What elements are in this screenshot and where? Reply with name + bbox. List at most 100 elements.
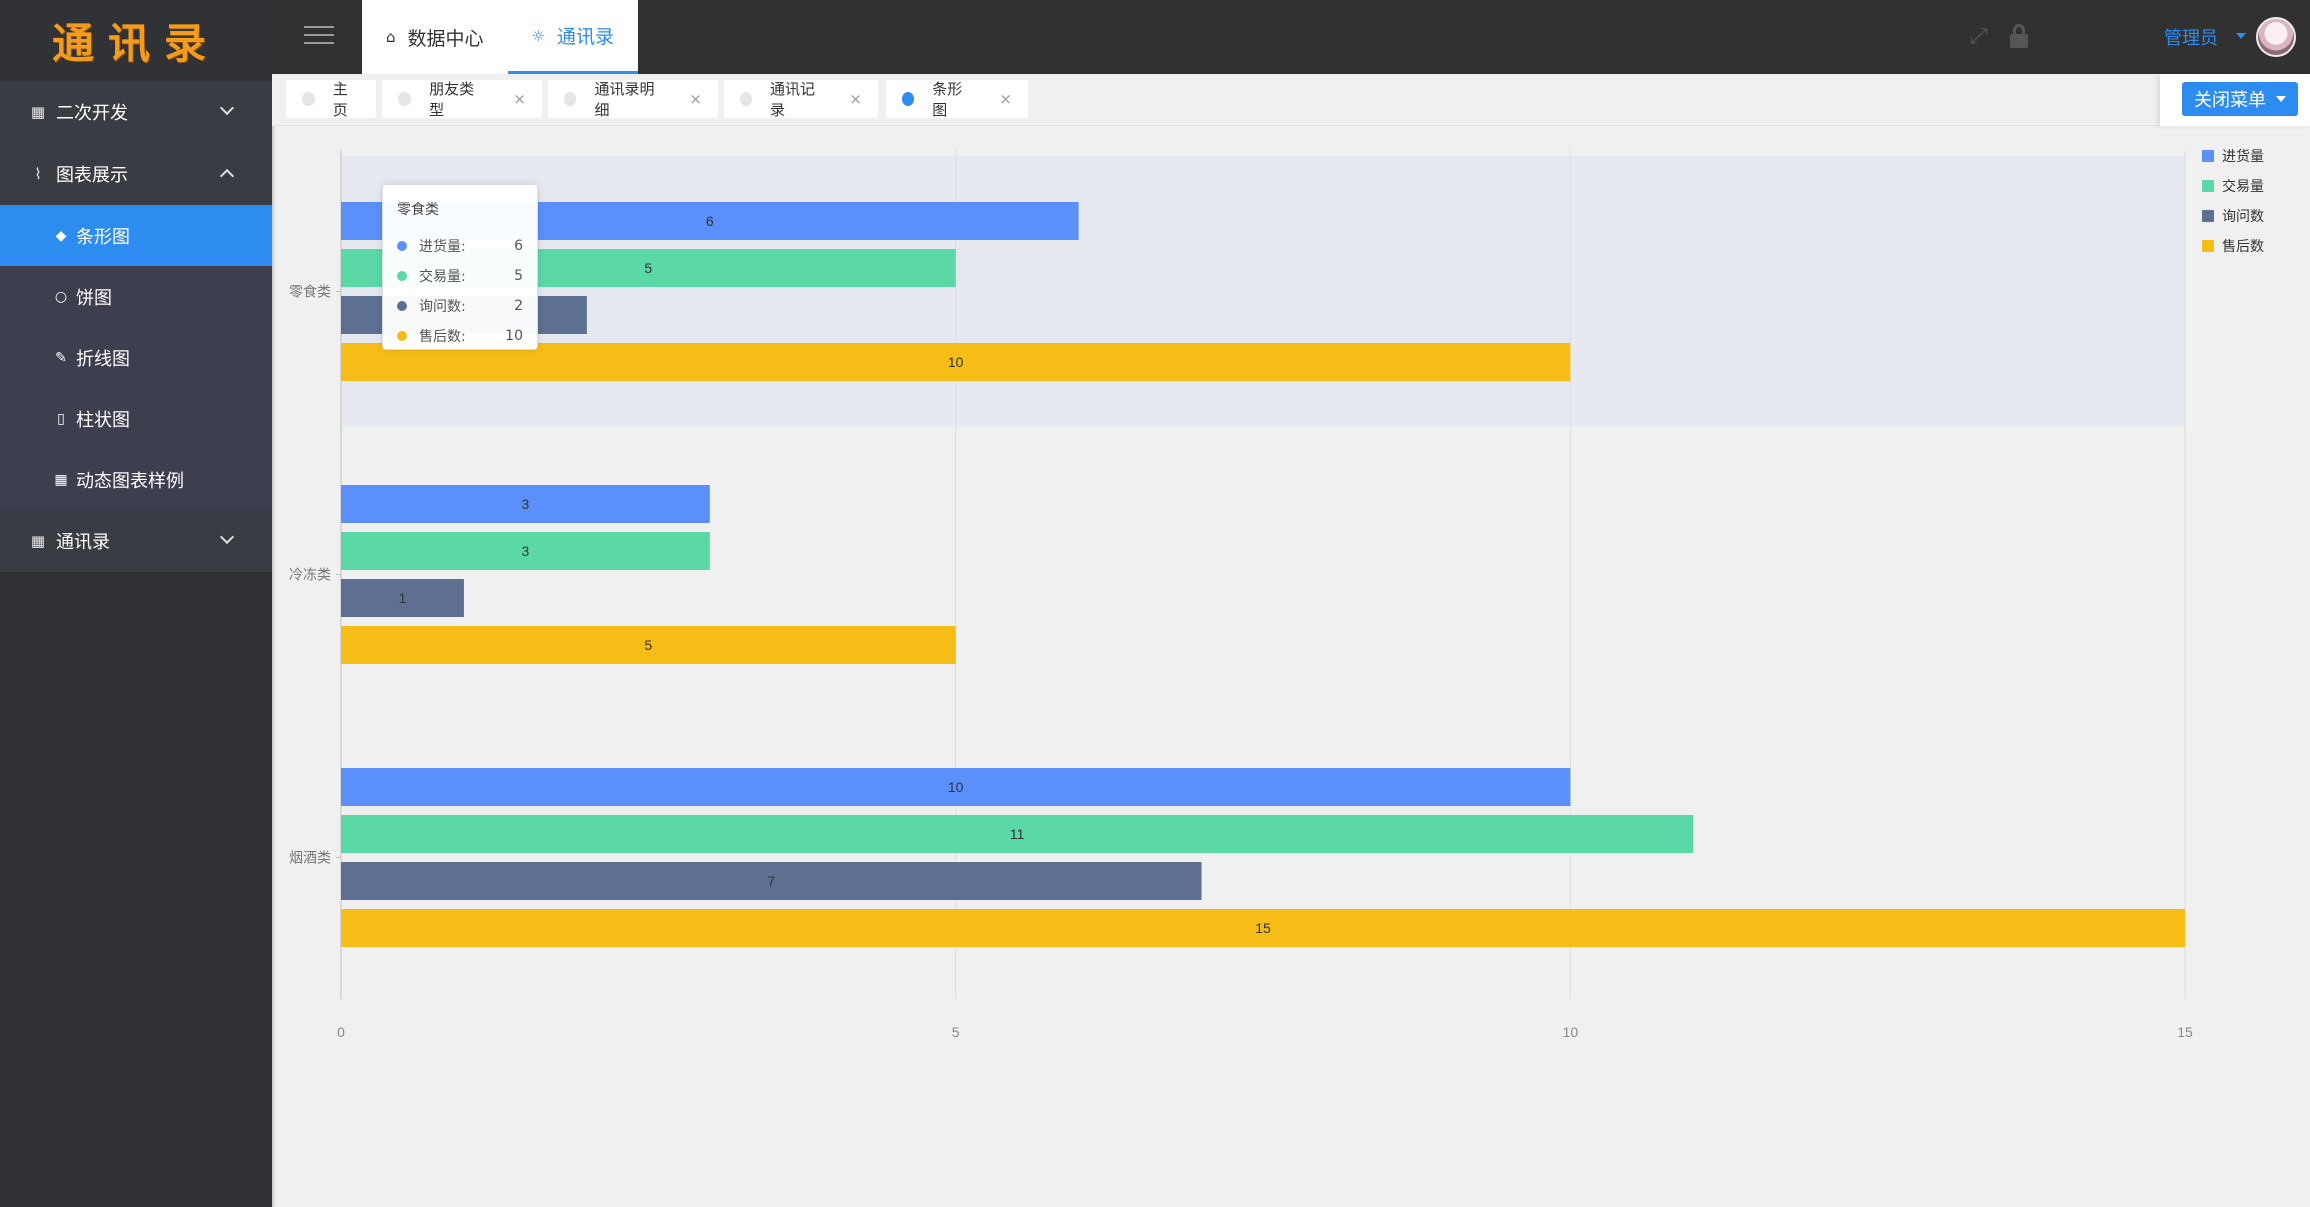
tooltip-row: 进货量: 6	[397, 231, 523, 261]
grid-icon: ▦	[30, 103, 46, 121]
legend-swatch	[2202, 240, 2214, 252]
sidebar-item-bar-chart[interactable]: ◆ 条形图	[0, 205, 272, 266]
home-icon: ⌂	[386, 28, 396, 46]
sidebar-item-label: 条形图	[76, 226, 130, 248]
pulse-icon: ⌇	[34, 165, 42, 183]
tag-label: 条形图	[932, 80, 963, 119]
mobile-icon: ▯	[57, 410, 65, 427]
x-tick-label: 10	[1563, 1024, 1579, 1040]
legend-swatch	[2202, 180, 2214, 192]
legend-swatch	[2202, 210, 2214, 222]
tab-label: 数据中心	[407, 27, 484, 50]
tag-label: 朋友类型	[429, 80, 475, 119]
sidebar-group-label: 图表展示	[56, 165, 128, 186]
tooltip-series-value: 6	[514, 238, 523, 254]
tag-contact-detail[interactable]: 通讯录明细 ×	[548, 80, 718, 119]
bar-value-label: 6	[706, 213, 714, 229]
tag-dot-active	[902, 92, 915, 106]
sidebar-item-dynamic-chart[interactable]: ▦ 动态图表样例	[0, 449, 272, 510]
legend-swatch	[2202, 150, 2214, 162]
grid-icon: ▦	[30, 532, 46, 550]
close-icon[interactable]: ×	[849, 90, 862, 108]
bar	[341, 909, 2185, 947]
sidebar-group-charts[interactable]: ⌇ 图表展示	[0, 143, 272, 205]
grid-icon: ▦	[54, 471, 68, 488]
sidebar: 通讯录 ▦ 二次开发 ⌇ 图表展示 ◆ 条形图 ○ 饼图 ✎ 折线图 ▯ 柱状图…	[0, 0, 272, 1207]
bar-value-label: 10	[948, 354, 964, 370]
bar-value-label: 10	[948, 779, 964, 795]
tag-friend-type[interactable]: 朋友类型 ×	[382, 80, 542, 119]
tooltip-dot	[397, 271, 407, 281]
bar-value-label: 5	[644, 260, 652, 276]
pen-icon: ✎	[55, 349, 67, 366]
close-icon[interactable]: ×	[513, 90, 526, 108]
tooltip-series-name: 售后数:	[419, 329, 466, 345]
tab-data-center[interactable]: ⌂ 数据中心	[362, 0, 508, 74]
top-nav-tabs: ⌂ 数据中心 ☼ 通讯录	[362, 0, 639, 74]
x-tick-label: 15	[2177, 1024, 2193, 1040]
sidebar-group-label: 二次开发	[56, 103, 128, 124]
bar	[341, 343, 1571, 381]
bar-chart-area: 65210零食类3315冷冻类1011715烟酒类051015 进货量 交易量 …	[272, 126, 2310, 1207]
fullscreen-icon[interactable]: ⤢	[1970, 24, 1988, 49]
close-menu-label: 关闭菜单	[2194, 90, 2266, 111]
bar-value-label: 11	[1010, 826, 1025, 842]
tag-dot	[398, 92, 412, 106]
close-icon[interactable]: ×	[999, 90, 1012, 108]
logo-text: 通讯录	[51, 19, 220, 68]
legend-item[interactable]: 询问数	[2202, 206, 2264, 226]
hamburger-menu-icon[interactable]	[304, 26, 334, 48]
legend-label: 售后数	[2222, 239, 2264, 255]
tag-bar-chart[interactable]: 条形图 ×	[886, 80, 1028, 119]
tooltip-row: 交易量: 5	[397, 261, 523, 291]
tag-call-record[interactable]: 通讯记录 ×	[724, 80, 878, 119]
lock-icon[interactable]	[2008, 24, 2030, 48]
tag-label: 主页	[332, 80, 348, 119]
sidebar-item-pie-chart[interactable]: ○ 饼图	[0, 266, 272, 327]
circle-icon: ○	[54, 288, 68, 305]
bar-chart: 65210零食类3315冷冻类1011715烟酒类051015	[289, 150, 2193, 1040]
tooltip-dot	[397, 241, 407, 251]
user-name[interactable]: 管理员	[2164, 28, 2218, 49]
bar	[341, 532, 710, 570]
tag-dot	[302, 92, 315, 106]
legend-item[interactable]: 交易量	[2202, 176, 2264, 196]
tooltip-series-name: 进货量:	[419, 239, 466, 255]
tooltip-dot	[397, 331, 407, 341]
bulb-icon: ☼	[531, 26, 545, 45]
legend-item[interactable]: 售后数	[2202, 236, 2264, 256]
sidebar-group-label: 通讯录	[56, 532, 110, 553]
bar-value-label: 3	[522, 543, 530, 559]
bar-value-label: 15	[1255, 920, 1271, 936]
caret-down-icon[interactable]	[2236, 33, 2246, 39]
sidebar-item-column-chart[interactable]: ▯ 柱状图	[0, 388, 272, 449]
legend-label: 进货量	[2222, 149, 2264, 165]
tooltip-series-value: 2	[514, 298, 523, 314]
sidebar-group-secondary-dev[interactable]: ▦ 二次开发	[0, 81, 272, 143]
tag-icon: ◆	[55, 227, 67, 244]
legend-item[interactable]: 进货量	[2202, 146, 2264, 166]
tag-dot	[564, 92, 577, 106]
close-icon[interactable]: ×	[689, 90, 702, 108]
sidebar-item-line-chart[interactable]: ✎ 折线图	[0, 327, 272, 388]
chevron-down-icon	[219, 529, 235, 545]
tag-bar: 主页 朋友类型 × 通讯录明细 × 通讯记录 × 条形图 × 关闭菜单	[272, 74, 2310, 126]
legend-label: 询问数	[2222, 209, 2264, 225]
highlight-band	[341, 156, 2185, 427]
tab-contacts[interactable]: ☼ 通讯录	[507, 0, 639, 74]
chevron-up-icon	[219, 168, 235, 184]
bar-value-label: 1	[399, 590, 407, 606]
close-menu-button[interactable]: 关闭菜单	[2182, 82, 2298, 116]
bar-value-label: 7	[767, 873, 775, 889]
sidebar-group-contacts[interactable]: ▦ 通讯录	[0, 510, 272, 572]
chart-tooltip: 零食类 进货量: 6 交易量: 5 询问数: 2 售后数: 10	[382, 184, 538, 350]
caret-down-icon	[2276, 96, 2286, 102]
top-header: ⌂ 数据中心 ☼ 通讯录 ⤢ 管理员	[272, 0, 2310, 74]
logo: 通讯录	[0, 0, 272, 81]
x-tick-label: 0	[337, 1024, 345, 1040]
sidebar-item-label: 柱状图	[76, 409, 130, 431]
bar	[341, 579, 464, 617]
avatar[interactable]	[2256, 17, 2296, 57]
tag-home[interactable]: 主页	[286, 80, 376, 119]
tag-dot	[740, 92, 752, 106]
